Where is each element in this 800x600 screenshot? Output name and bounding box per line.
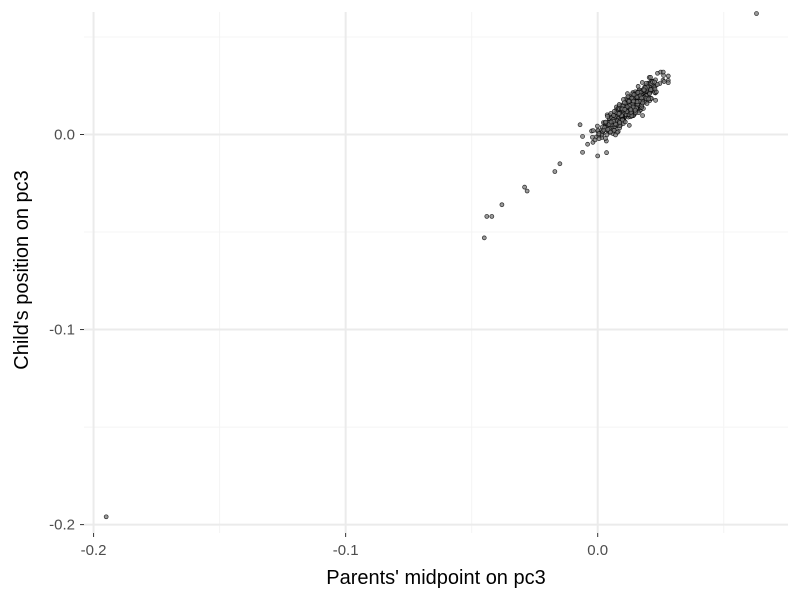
x-tick-label: -0.2 <box>81 542 107 559</box>
data-point <box>621 100 627 106</box>
data-point <box>592 137 598 143</box>
data-point <box>652 86 658 92</box>
data-point <box>639 80 645 85</box>
data-point <box>484 214 490 219</box>
data-point <box>489 214 495 219</box>
major-gridlines <box>84 12 788 533</box>
data-point <box>660 69 666 75</box>
data-point <box>577 122 583 128</box>
data-points <box>103 11 759 520</box>
data-point <box>611 108 617 114</box>
y-axis-ticks: -0.2 -0.1 0.0 <box>49 126 84 534</box>
data-point <box>481 235 487 241</box>
data-point <box>605 114 610 119</box>
data-point <box>522 184 527 190</box>
data-point <box>580 149 585 155</box>
data-point <box>648 75 653 80</box>
data-point <box>557 161 563 167</box>
data-point <box>103 514 109 520</box>
data-point <box>647 91 652 97</box>
x-tick-label: 0.0 <box>587 542 608 559</box>
data-point <box>580 134 585 139</box>
data-point <box>654 82 660 87</box>
data-point <box>634 99 640 105</box>
x-tick-label: -0.1 <box>333 542 359 559</box>
x-axis-ticks: -0.2 -0.1 0.0 <box>81 533 608 559</box>
data-point <box>608 119 614 125</box>
data-point <box>626 123 632 128</box>
data-point <box>644 101 650 106</box>
data-point <box>665 80 671 86</box>
data-point <box>754 11 759 16</box>
data-point <box>640 113 645 118</box>
data-point <box>585 141 590 147</box>
data-point <box>632 107 638 113</box>
data-point <box>552 169 558 174</box>
data-point <box>604 150 609 156</box>
data-point <box>617 120 623 125</box>
data-point <box>611 128 617 133</box>
data-point <box>622 119 628 125</box>
data-point <box>595 123 600 129</box>
data-point <box>622 106 628 112</box>
data-point <box>628 107 634 113</box>
minor-gridlines <box>84 12 788 533</box>
y-tick-label: -0.2 <box>49 517 75 534</box>
data-point <box>603 119 609 125</box>
data-point <box>596 136 602 142</box>
y-axis-title: Child's position on pc3 <box>11 170 33 370</box>
data-point <box>595 153 601 159</box>
data-point <box>643 80 649 86</box>
y-tick-label: 0.0 <box>54 126 75 143</box>
data-point <box>653 97 658 103</box>
y-tick-label: -0.1 <box>49 322 75 339</box>
data-point <box>616 111 622 117</box>
data-point <box>646 96 652 102</box>
data-point <box>603 136 608 141</box>
data-point <box>601 127 607 133</box>
data-point <box>641 87 647 93</box>
data-point <box>499 202 505 208</box>
data-point <box>611 112 616 118</box>
data-point <box>596 131 602 137</box>
data-point <box>665 73 671 79</box>
data-point <box>616 102 622 107</box>
data-point <box>613 132 618 138</box>
data-point <box>524 188 530 194</box>
data-point <box>640 100 645 106</box>
data-point <box>661 79 667 84</box>
data-point <box>590 128 596 133</box>
data-point <box>631 98 636 104</box>
data-point <box>605 127 611 132</box>
data-point <box>635 90 641 95</box>
data-point <box>626 99 632 104</box>
x-axis-title: Parents' midpoint on pc3 <box>326 567 546 589</box>
data-point <box>639 95 644 101</box>
